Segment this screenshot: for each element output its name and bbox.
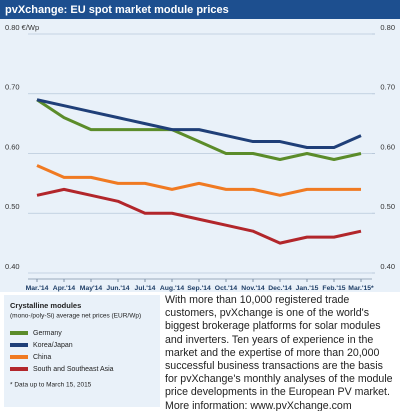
legend-label: South and Southeast Asia (33, 366, 114, 373)
plot-background (0, 19, 400, 292)
x-tick-label: Sep.'14 (187, 285, 211, 292)
y2-tick-label: 0.40 (380, 262, 395, 271)
legend-swatch (10, 367, 28, 371)
chart-title: pvXchange: EU spot market module prices (5, 4, 229, 16)
y-tick-label: 0.70 (5, 83, 20, 92)
legend-label: Germany (33, 330, 62, 337)
legend-title: Crystalline modules (10, 301, 81, 310)
legend-swatch (10, 355, 28, 359)
y2-tick-label: 0.60 (380, 142, 395, 151)
x-tick-label: Jan.'15 (296, 285, 319, 292)
series-line (36, 164, 361, 197)
x-tick-label: Dec.'14 (268, 285, 292, 292)
x-tick-label: Mar.'14 (26, 285, 49, 292)
description: With more than 10,000 registered trade c… (165, 294, 393, 411)
y2-tick-label: 0.70 (380, 83, 395, 92)
x-tick-label: Apr.'14 (53, 285, 76, 292)
legend-swatch (10, 331, 28, 335)
y-tick-label: 0.60 (5, 142, 20, 151)
legend-swatch (10, 343, 28, 347)
y-tick-label: 0.50 (5, 202, 20, 211)
x-tick-label: Feb.'15 (322, 285, 345, 292)
series-line (36, 187, 362, 245)
legend-box (4, 295, 160, 407)
footnote: * Data up to March 15, 2015 (10, 382, 92, 389)
legend-subtitle: (mono-/poly-Si) average net prices (EUR/… (10, 313, 141, 320)
x-tick-label: Mar.'15* (348, 285, 374, 292)
legend-label: Korea/Japan (33, 342, 73, 349)
y-tick-label: 0.40 (5, 262, 20, 271)
series-line (36, 98, 362, 150)
title-bar (0, 0, 400, 19)
y2-tick-label: 0.50 (380, 202, 395, 211)
legend-label: China (33, 354, 51, 361)
x-tick-label: Oct.'14 (215, 285, 238, 292)
y-tick-label: 0.80 €/Wp (5, 23, 39, 32)
y2-tick-label: 0.80 (380, 23, 395, 32)
x-tick-label: Jun.'14 (106, 285, 129, 292)
x-tick-label: Jul.'14 (135, 285, 156, 292)
x-tick-label: Nov.'14 (241, 285, 265, 292)
x-tick-label: Aug.'14 (160, 285, 184, 292)
x-tick-label: May'14 (80, 285, 103, 292)
series-line (36, 98, 362, 161)
